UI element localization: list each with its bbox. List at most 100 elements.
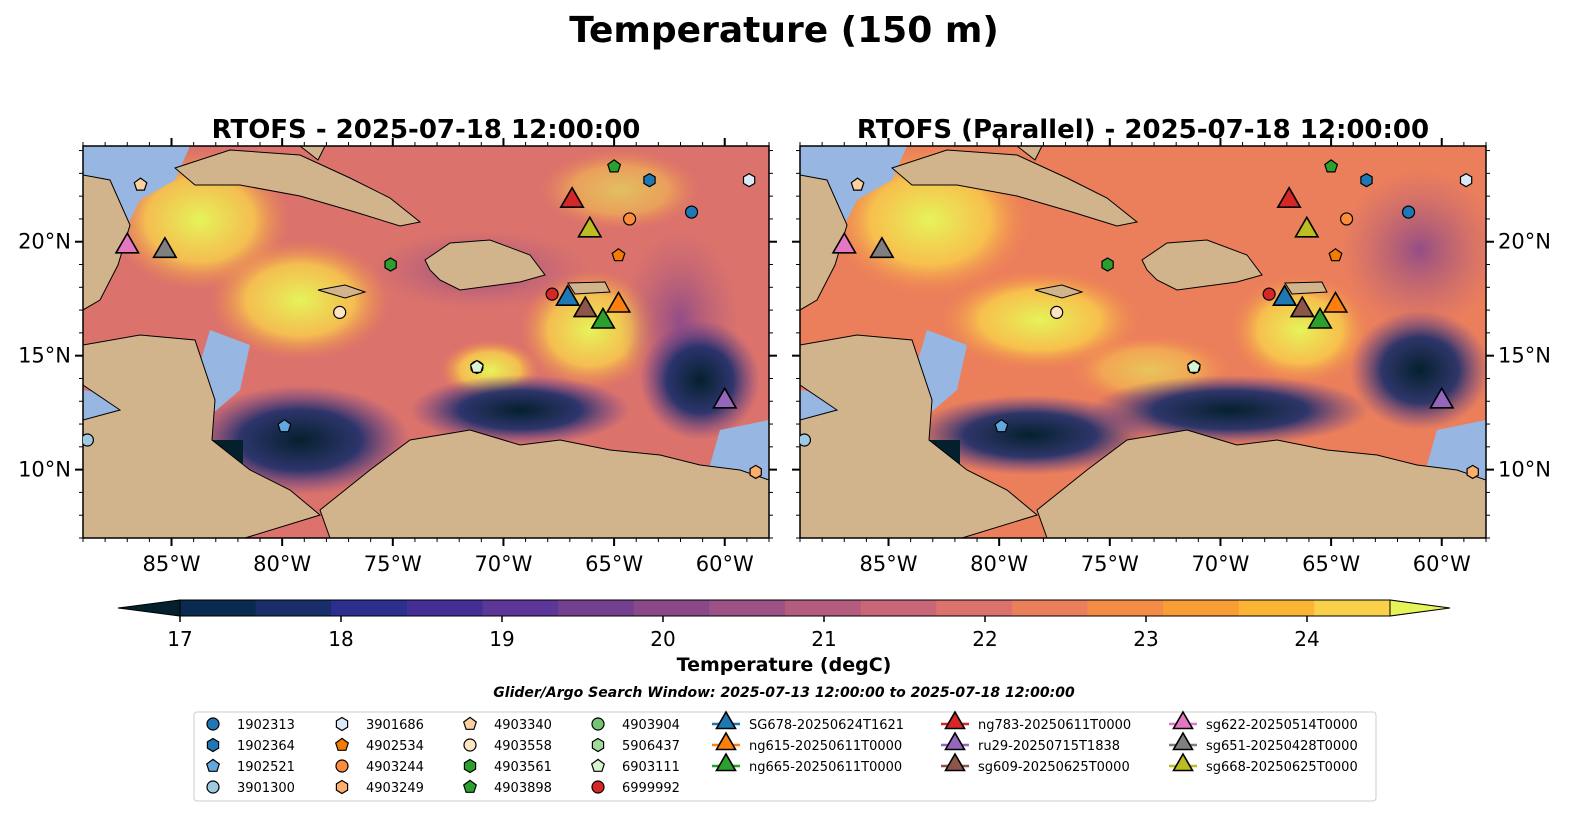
- colorbar-bin: [936, 600, 1013, 616]
- colorbar-bin: [482, 600, 559, 616]
- observation-markers: [83, 159, 762, 480]
- land-hispaniola: [1141, 239, 1263, 291]
- y-tick-label: 15°N: [1498, 344, 1551, 368]
- colorbar-bin: [633, 600, 710, 616]
- glider-sg668-20250625T0000: [577, 215, 603, 238]
- legend: 1902313 1902364 1902521 3901300 3901686 49025…: [205, 710, 1358, 796]
- cold-eddy: [410, 375, 630, 445]
- x-tick-label: 65°W: [1302, 552, 1360, 576]
- cold-eddy: [640, 320, 760, 440]
- colorbar-tick-label: 19: [489, 627, 514, 651]
- argo-float-4903898: [607, 159, 622, 173]
- x-tick-label: 70°W: [474, 552, 532, 576]
- land-puerto-rico: [1284, 281, 1328, 295]
- argo-float-3901300: [800, 433, 812, 447]
- argo-float-1902313: [684, 205, 699, 219]
- land-south-america: [1036, 429, 1486, 538]
- cold-eddy: [1090, 375, 1370, 445]
- colorbar-bin: [1314, 600, 1391, 616]
- glider-ng783-20250611T0000: [559, 186, 585, 208]
- land-south-america: [319, 429, 769, 538]
- legend-argo-marker: [591, 737, 605, 753]
- x-tick-label: 85°W: [143, 552, 201, 576]
- map-title: RTOFS - 2025-07-18 12:00:00: [212, 115, 641, 145]
- argo-float-4903340: [850, 177, 865, 191]
- glider-sg609-20250625T0000: [572, 295, 598, 318]
- argo-float-4903561: [384, 257, 397, 272]
- argo-float-6903111: [469, 359, 484, 373]
- legend-label: 4903340: [494, 718, 552, 733]
- axis-ticks: 85°W 80°W 75°W 70°W 65°W 60°W 10°N 15°N 20°N: [18, 138, 777, 576]
- warm-anomaly: [210, 240, 390, 360]
- legend-label: 1902521: [237, 760, 295, 775]
- land-jamaica: [317, 284, 367, 299]
- glider-sg651-20250428T0000: [869, 236, 895, 259]
- legend-argo-marker: [463, 758, 477, 774]
- axis-ticks: 85°W 80°W 75°W 70°W 65°W 60°W 10°N 15°N 20°N: [792, 138, 1551, 576]
- legend-glider-marker: [715, 752, 737, 772]
- argo-float-4903898: [1324, 159, 1339, 173]
- legend-label: 4903249: [366, 781, 424, 796]
- legend-argo-marker: [591, 717, 605, 731]
- glider-ng615-20250611T0000: [1322, 290, 1349, 313]
- legend-label: sg668-20250625T0000: [1206, 760, 1358, 775]
- colorbar-bin: [406, 600, 484, 616]
- colorbar-tick-label: 22: [972, 627, 997, 651]
- colorbar-bin: [180, 600, 257, 616]
- colorbar-bin: [709, 600, 786, 616]
- map-frame: [82, 145, 770, 539]
- legend-label: 6903111: [622, 760, 680, 775]
- glider-SG678-20250624T1621: [555, 284, 581, 307]
- colorbar-tick-label: 24: [1294, 627, 1319, 651]
- land-cuba: [890, 149, 1139, 227]
- argo-float-4902534: [611, 248, 626, 262]
- glider-sg668-20250625T0000: [1294, 215, 1320, 238]
- colorbar-frame: [179, 599, 1391, 617]
- argo-float-4903558: [333, 305, 347, 319]
- legend-label: SG678-20250624T1621: [749, 718, 904, 733]
- legend-glider-marker: [944, 752, 966, 772]
- y-tick-label: 15°N: [18, 344, 71, 368]
- land-hispaniola: [424, 239, 546, 291]
- legend-label: ng615-20250611T0000: [749, 739, 902, 754]
- glider-sg609-20250625T0000: [1289, 295, 1315, 318]
- map-title: RTOFS (Parallel) - 2025-07-18 12:00:00: [857, 115, 1429, 145]
- colorbar-tick-label: 17: [167, 627, 192, 651]
- argo-float-6999992: [1262, 287, 1276, 301]
- colorbar-extend-low: [117, 599, 181, 617]
- legend-label: sg651-20250428T0000: [1206, 739, 1358, 754]
- legend-glider-marker: [1172, 731, 1194, 751]
- legend-label: ng783-20250611T0000: [978, 718, 1131, 733]
- colorbar-tick-label: 20: [650, 627, 675, 651]
- x-tick-label: 80°W: [970, 552, 1028, 576]
- legend-label: 1902364: [237, 739, 295, 754]
- glider-ng615-20250611T0000: [605, 290, 632, 313]
- argo-float-4902534: [1328, 248, 1343, 262]
- land-central-america: [800, 334, 1039, 538]
- land-cuba: [173, 149, 422, 227]
- colorbar-bin: [558, 600, 635, 616]
- argo-float-1902313: [1401, 205, 1416, 219]
- x-tick-label: 70°W: [1191, 552, 1249, 576]
- legend-label: 6999992: [622, 781, 680, 796]
- land-puerto-rico: [567, 281, 611, 295]
- argo-float-6903111: [1186, 359, 1201, 373]
- map-panel-rtofs: RTOFS - 2025-07-18 12:00:00: [18, 115, 777, 576]
- legend-label: sg609-20250625T0000: [978, 760, 1130, 775]
- colorbar-bin: [331, 600, 408, 616]
- legend-label: 4902534: [366, 739, 424, 754]
- legend-argo-marker: [206, 737, 220, 753]
- legend-argo-marker: [463, 738, 477, 752]
- colorbar-extend-high: [1389, 599, 1451, 617]
- colorbar-label: Temperature (degC): [677, 654, 892, 676]
- colorbar-bin: [785, 600, 862, 616]
- legend-argo-marker: [462, 779, 478, 793]
- legend-label: 4903898: [494, 781, 552, 796]
- land-mexico: [800, 174, 848, 311]
- colorbar-bin: [1011, 600, 1089, 616]
- legend-glider-marker: [715, 710, 737, 730]
- legend-frame: [193, 711, 1377, 802]
- legend-label: 3901300: [237, 781, 295, 796]
- glider-ng665-20250611T0000: [1307, 306, 1333, 329]
- legend-glider-marker: [944, 731, 966, 751]
